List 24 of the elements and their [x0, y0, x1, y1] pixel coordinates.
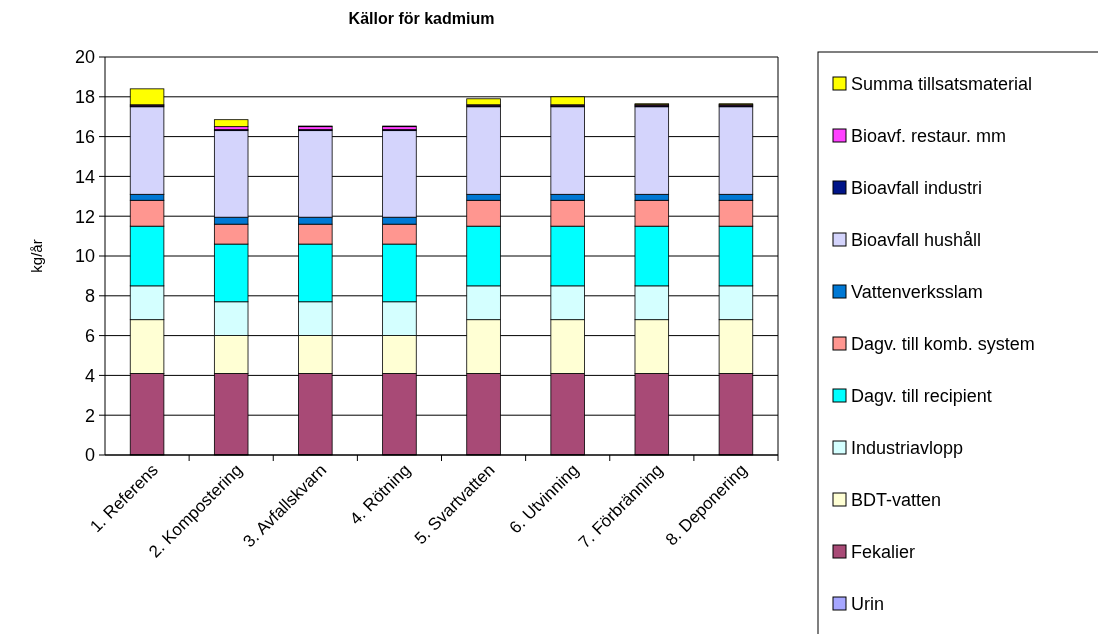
legend-label: BDT-vatten: [851, 490, 942, 511]
y-tick-label: 12: [74, 206, 95, 227]
chart-title: Källor för kadmium: [348, 10, 495, 27]
y-tick-label: 2: [84, 405, 95, 426]
legend-label: Industriavlopp: [851, 438, 964, 459]
legend-label: Bioavf. restaur. mm: [851, 126, 1007, 147]
y-tick-label: 4: [84, 365, 95, 386]
y-tick-label: 8: [84, 286, 95, 307]
y-axis-title: kg/år: [28, 239, 45, 273]
legend-label: Dagv. till komb. system: [851, 334, 1035, 355]
y-tick-label: 0: [84, 445, 95, 466]
legend-label: Dagv. till recipient: [851, 386, 992, 407]
y-tick-label: 20: [74, 47, 95, 68]
legend-label: Bioavfall industri: [851, 178, 983, 199]
legend-label: Urin: [851, 594, 885, 615]
y-tick-label: 10: [74, 246, 95, 267]
legend-label: Vattenverksslam: [851, 282, 983, 303]
legend-label: Summa tillsatsmaterial: [851, 74, 1033, 95]
y-tick-label: 16: [74, 126, 95, 147]
y-tick-label: 6: [84, 325, 95, 346]
y-tick-label: 14: [74, 166, 95, 187]
legend-label: Fekalier: [851, 542, 916, 563]
legend-label: Bioavfall hushåll: [851, 230, 982, 251]
y-tick-label: 18: [74, 87, 95, 108]
